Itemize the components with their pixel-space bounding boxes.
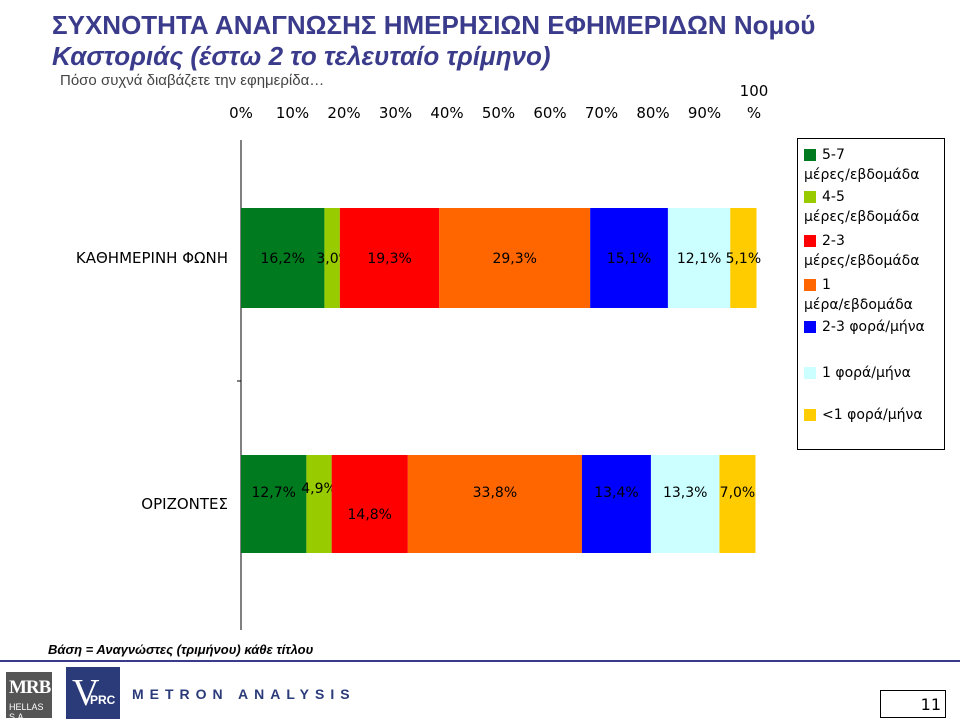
data-label: 15,1% [607,251,651,267]
data-label: 19,3% [367,251,411,267]
x-tick-label: 10% [276,104,309,122]
x-tick-label-100-bottom: % [747,104,761,122]
x-tick-label: 80% [636,104,669,122]
chart-legend: 5-7 μέρες/εβδομάδα 4-5 μέρες/εβδομάδα 2-3 μέρ… [797,138,945,450]
legend-label-line-1: <1 φορά/μήνα [822,407,923,423]
data-label: 13,3% [663,485,707,501]
vprc-logo-v: V [72,672,100,714]
stacked-bar-chart: 0% 10% 20% 30% 40% 50% 60% 70% 80% 90% 100% ΚΑΘΗΜΕΡ… [76,82,769,630]
mrb-logo-subtext: HELLAS S.A. [9,702,44,722]
bar-segment [590,208,668,308]
bar-segment [324,208,340,308]
title-line-2: Καστοριάς (έστω 2 το τελευταίο τρίμηνο) [52,41,551,71]
page-title: ΣΥΧΝΟΤΗΤΑ ΑΝΑΓΝΩΣΗΣ ΗΜΕΡΗΣΙΩΝ ΕΦΗΜΕΡΙΔΩΝ… [52,10,942,72]
legend-label-line-1: 1 φορά/μήνα [822,365,911,381]
legend-swatch [804,149,816,161]
mrb-logo: MRB HELLAS S.A. [6,672,52,722]
legend-swatch [804,409,816,421]
legend-label-line-2: μέρα/εβδομάδα [804,297,913,313]
bar-segment [407,455,582,553]
data-label: 12,7% [251,485,295,501]
legend-label-line-1: 2-3 φορά/μήνα [822,319,925,335]
bar-segment [306,455,332,553]
legend-label: 2-3 φορά/μήνα [822,317,946,337]
legend-label-line-2: μέρες/εβδομάδα [804,167,920,183]
bar-segment [439,208,591,308]
footer-divider [0,660,960,662]
x-tick-label-100-top: 100 [740,82,769,100]
x-tick-label: 60% [533,104,566,122]
legend-label: 1 φορά/μήνα [822,363,946,383]
legend-swatch [804,279,816,291]
category-label: ΟΡΙΖΟΝΤΕΣ [141,495,228,513]
legend-label: 1 μέρα/εβδομάδα [804,275,946,315]
legend-swatch [804,235,816,247]
title-line-1: ΣΥΧΝΟΤΗΤΑ ΑΝΑΓΝΩΣΗΣ ΗΜΕΡΗΣΙΩΝ ΕΦΗΜΕΡΙΔΩΝ… [52,10,816,40]
question-subtitle: Πόσο συχνά διαβάζετε την εφημερίδα… [60,72,325,89]
data-label: 29,3% [492,251,536,267]
metron-analysis-logo: METRON ANALYSIS [132,686,356,702]
legend-label-line-1: 4-5 [822,189,845,205]
legend-label-line-1: 5-7 [822,147,845,163]
legend-swatch [804,321,816,333]
data-label: 14,8% [348,507,392,523]
data-label: 12,1% [677,251,721,267]
data-label: 4,9% [301,481,337,497]
x-tick-label: 90% [688,104,721,122]
vprc-logo: V PRC [66,667,120,719]
bar-segment [339,208,440,308]
bar-segment [650,455,720,553]
data-label: 16,2% [260,251,304,267]
bar-segment [241,455,307,553]
legend-label: <1 φορά/μήνα [822,405,946,425]
x-tick-label: 20% [327,104,360,122]
legend-label-line-2: μέρες/εβδομάδα [804,253,920,269]
bar-segment [719,455,756,553]
metron-logo-part-2: ANALYSIS [238,686,356,702]
mrb-logo-text: MRB [9,677,51,698]
legend-label-line-1: 2-3 [822,233,845,249]
bar-segment [581,455,651,553]
x-tick-label: 70% [585,104,618,122]
vprc-logo-prc: PRC [90,693,116,707]
category-label: ΚΑΘΗΜΕΡΙΝΗ ΦΩΝΗ [76,249,228,267]
bar-segment [667,208,731,308]
x-tick-label: 50% [482,104,515,122]
data-label: 33,8% [473,485,517,501]
legend-label-line-1: 1 [822,277,831,293]
metron-logo-part-1: METRON [132,686,229,702]
bar-segment [331,455,408,553]
x-tick-label: 30% [379,104,412,122]
data-label: 5,1% [726,251,762,267]
page-number: 11 [880,690,946,718]
legend-label: 2-3 μέρες/εβδομάδα [804,231,946,271]
bar-segment [730,208,757,308]
legend-swatch [804,367,816,379]
x-tick-label: 40% [430,104,463,122]
x-tick-label: 0% [229,104,253,122]
bar-segment [241,208,325,308]
legend-label: 4-5 μέρες/εβδομάδα [804,187,946,227]
legend-swatch [804,191,816,203]
data-label: 13,4% [594,485,638,501]
base-note: Βάση = Αναγνώστες (τριμήνου) κάθε τίτλου [48,642,314,657]
data-label: 7,0% [720,485,756,501]
legend-label-line-2: μέρες/εβδομάδα [804,209,920,225]
legend-label: 5-7 μέρες/εβδομάδα [804,145,946,185]
